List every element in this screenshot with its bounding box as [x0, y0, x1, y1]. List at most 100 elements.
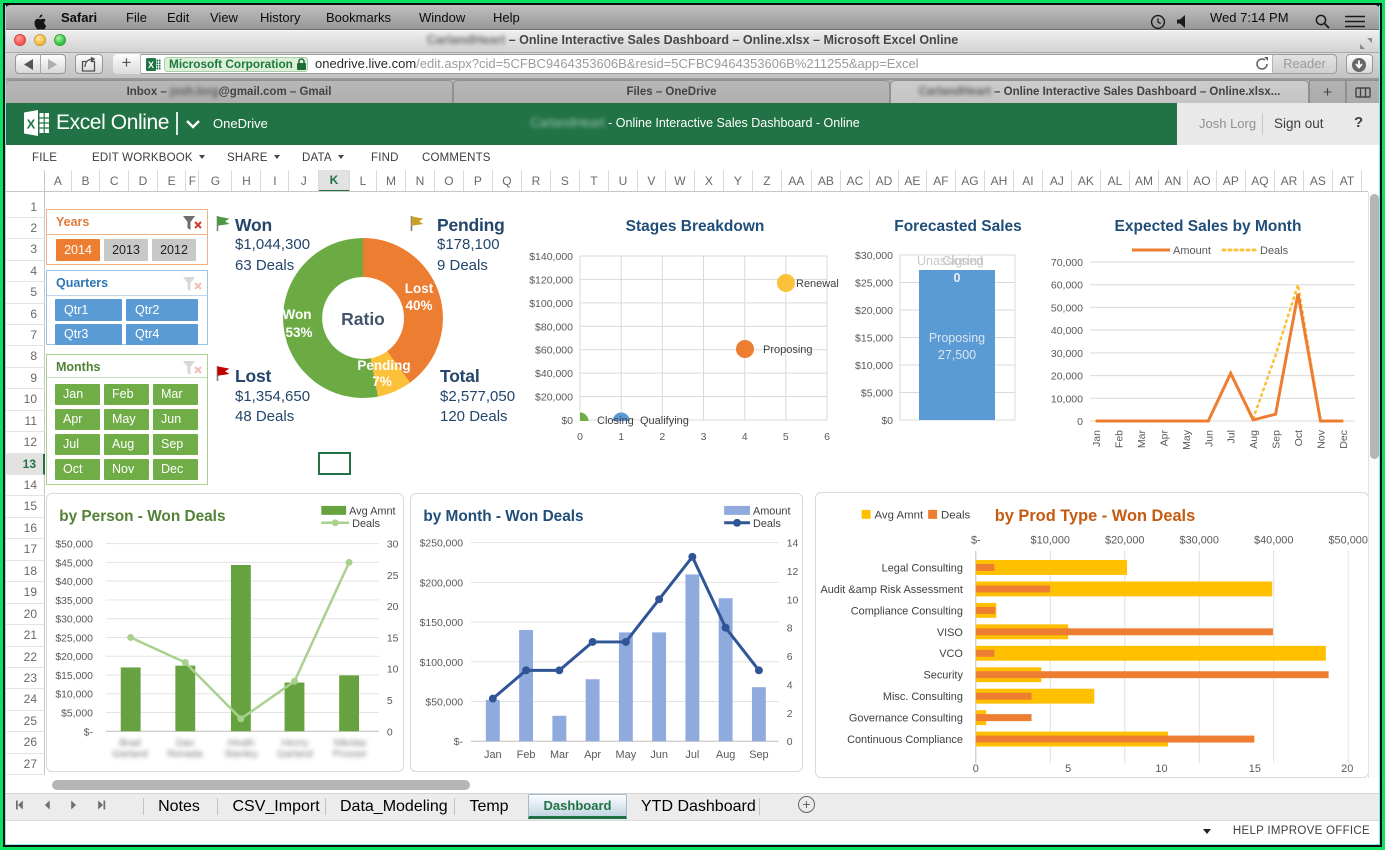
svg-text:5: 5 — [783, 431, 789, 443]
svg-text:Won: Won — [283, 307, 312, 322]
svg-text:6: 6 — [824, 431, 830, 443]
svg-text:Jul: Jul — [1226, 430, 1238, 443]
svg-text:$0: $0 — [881, 415, 893, 427]
svg-text:0: 0 — [973, 763, 979, 775]
svg-text:0: 0 — [387, 727, 393, 738]
svg-text:$30,000: $30,000 — [855, 250, 893, 262]
svg-text:Proposing: Proposing — [763, 344, 813, 356]
svg-text:Apr: Apr — [584, 749, 601, 761]
svg-text:X: X — [27, 117, 36, 132]
svg-text:Stages Breakdown: Stages Breakdown — [626, 218, 765, 235]
svg-text:2: 2 — [659, 431, 665, 443]
svg-text:$45,000: $45,000 — [55, 558, 93, 569]
svg-text:$-: $- — [84, 727, 93, 738]
svg-text:$40,000: $40,000 — [1254, 535, 1293, 547]
svg-text:$15,000: $15,000 — [55, 671, 93, 682]
svg-text:Avg Amnt: Avg Amnt — [875, 509, 924, 521]
svg-text:$20,000: $20,000 — [855, 305, 893, 317]
svg-text:50,000: 50,000 — [1051, 302, 1083, 314]
svg-text:53%: 53% — [285, 325, 312, 340]
svg-text:$200,000: $200,000 — [420, 578, 464, 589]
svg-text:$80,000: $80,000 — [535, 321, 573, 333]
svg-text:Audit &amp Risk Assessment: Audit &amp Risk Assessment — [820, 584, 962, 596]
svg-text:Legal Consulting: Legal Consulting — [882, 562, 963, 574]
svg-text:0: 0 — [1077, 416, 1083, 428]
svg-text:X: X — [148, 60, 154, 70]
svg-text:Lost: Lost — [405, 281, 434, 296]
svg-text:10: 10 — [387, 665, 399, 676]
svg-text:30: 30 — [387, 540, 399, 551]
svg-text:Aug: Aug — [1248, 430, 1260, 449]
svg-text:Amount: Amount — [1173, 245, 1211, 257]
svg-text:$250,000: $250,000 — [420, 539, 464, 550]
svg-text:by Prod Type - Won Deals: by Prod Type - Won Deals — [995, 507, 1195, 525]
svg-text:$100,000: $100,000 — [529, 298, 573, 310]
svg-text:2: 2 — [787, 709, 793, 720]
svg-text:10: 10 — [1155, 763, 1167, 775]
svg-text:25: 25 — [387, 571, 399, 582]
svg-text:Dec: Dec — [1338, 430, 1350, 449]
svg-text:$50,000: $50,000 — [1328, 535, 1367, 547]
svg-text:$50,000: $50,000 — [55, 540, 93, 551]
svg-text:3: 3 — [701, 431, 707, 443]
svg-text:40%: 40% — [405, 298, 432, 313]
svg-text:Unassigned: Unassigned — [917, 254, 983, 268]
svg-text:Pending: Pending — [357, 358, 410, 373]
svg-text:$100,000: $100,000 — [420, 658, 464, 669]
svg-text:7%: 7% — [372, 374, 392, 389]
svg-text:Avg Amnt: Avg Amnt — [349, 505, 395, 517]
svg-text:Deals: Deals — [1260, 245, 1289, 257]
svg-text:$5,000: $5,000 — [61, 708, 93, 719]
svg-text:$50,000: $50,000 — [425, 697, 463, 708]
svg-text:VISO: VISO — [937, 627, 963, 639]
svg-text:Forecasted Sales: Forecasted Sales — [894, 218, 1022, 235]
svg-text:12: 12 — [787, 567, 799, 578]
svg-text:$40,000: $40,000 — [55, 577, 93, 588]
svg-text:Misc. Consulting: Misc. Consulting — [883, 691, 963, 703]
svg-text:Jun: Jun — [650, 749, 668, 761]
svg-text:Jan: Jan — [1091, 430, 1103, 447]
svg-text:$140,000: $140,000 — [529, 251, 573, 263]
svg-text:0: 0 — [577, 431, 583, 443]
svg-text:Deals: Deals — [352, 518, 380, 530]
svg-text:$25,000: $25,000 — [55, 633, 93, 644]
svg-text:$40,000: $40,000 — [535, 368, 573, 380]
svg-text:15: 15 — [387, 633, 399, 644]
svg-text:$20,000: $20,000 — [55, 652, 93, 663]
svg-text:$-: $- — [454, 737, 463, 748]
svg-text:$15,000: $15,000 — [855, 333, 893, 345]
svg-text:$10,000: $10,000 — [1031, 535, 1070, 547]
svg-text:5: 5 — [387, 696, 393, 707]
svg-text:$5,000: $5,000 — [861, 388, 893, 400]
svg-text:Jan: Jan — [484, 749, 502, 761]
svg-text:20: 20 — [1341, 763, 1353, 775]
svg-text:6: 6 — [787, 652, 793, 663]
svg-text:Aug: Aug — [716, 749, 735, 761]
svg-text:Nov: Nov — [1316, 429, 1328, 448]
svg-text:20: 20 — [387, 602, 399, 613]
svg-text:Feb: Feb — [1114, 430, 1126, 448]
svg-text:0: 0 — [787, 737, 793, 748]
svg-text:Security: Security — [924, 670, 964, 682]
svg-text:by Person - Won Deals: by Person - Won Deals — [59, 508, 225, 525]
svg-text:20,000: 20,000 — [1051, 371, 1083, 383]
svg-text:$-: $- — [971, 535, 981, 547]
svg-text:Mar: Mar — [1136, 430, 1148, 449]
svg-text:Ratio: Ratio — [341, 309, 385, 329]
svg-text:30,000: 30,000 — [1051, 348, 1083, 360]
svg-text:15: 15 — [1249, 763, 1261, 775]
svg-text:$150,000: $150,000 — [420, 618, 464, 629]
svg-text:$30,000: $30,000 — [1180, 535, 1219, 547]
svg-text:Mar: Mar — [550, 749, 569, 761]
svg-text:1: 1 — [618, 431, 624, 443]
svg-text:Deals: Deals — [753, 518, 781, 530]
svg-text:$10,000: $10,000 — [55, 690, 93, 701]
svg-text:Jul: Jul — [685, 749, 699, 761]
svg-text:$120,000: $120,000 — [529, 274, 573, 286]
svg-text:5: 5 — [1065, 763, 1071, 775]
svg-text:Closing: Closing — [942, 254, 984, 268]
svg-text:0: 0 — [954, 271, 961, 285]
svg-text:14: 14 — [787, 539, 799, 550]
svg-text:Oct: Oct — [1293, 430, 1305, 446]
svg-text:60,000: 60,000 — [1051, 280, 1083, 292]
